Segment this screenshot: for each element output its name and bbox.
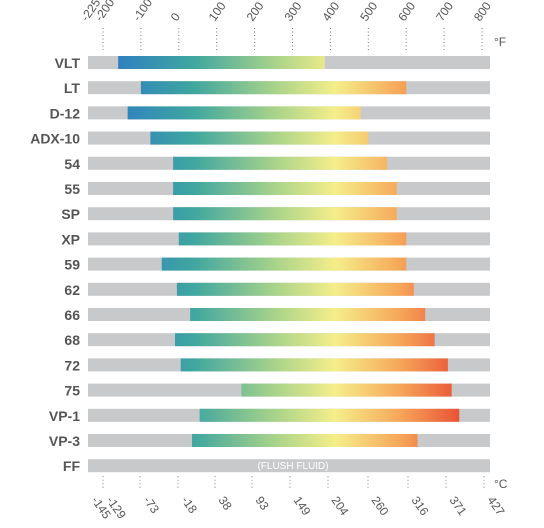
grade-row: XP <box>61 231 490 247</box>
grade-label: 55 <box>64 181 80 197</box>
operating-range-bar <box>127 106 361 120</box>
grade-label: FF <box>63 458 81 474</box>
celsius-tick-label: 316 <box>409 494 432 519</box>
grade-row: ADX-10 <box>30 131 490 147</box>
operating-range-bar <box>140 81 407 95</box>
operating-range-bar <box>190 308 426 321</box>
fahrenheit-tick-label: 600 <box>395 0 418 24</box>
grade-label: 72 <box>64 357 80 373</box>
grade-row: FF (FLUSH FLUID) <box>63 458 490 474</box>
grade-row: 54 <box>64 156 490 172</box>
celsius-tick-label: -73 <box>141 494 163 517</box>
fahrenheit-tick-label: 100 <box>206 0 229 24</box>
grade-label: 54 <box>64 156 80 172</box>
grade-row: 75 <box>64 383 490 399</box>
grade-label: 59 <box>64 257 80 273</box>
fahrenheit-tick-label: 200 <box>244 0 267 24</box>
range-track <box>88 459 490 473</box>
operating-range-bar <box>150 131 369 145</box>
grade-row: LT <box>64 80 490 96</box>
operating-range-bar <box>180 358 448 372</box>
operating-range-bar <box>199 408 460 422</box>
fahrenheit-tick-label: 0 <box>168 10 183 24</box>
grade-label: 68 <box>64 332 80 348</box>
grade-label: LT <box>64 80 81 96</box>
operating-range-bar <box>118 56 325 69</box>
grade-label: 62 <box>64 282 80 298</box>
operating-range-bar <box>178 232 407 246</box>
grade-label: SP <box>61 206 80 222</box>
fahrenheit-tick-label: 500 <box>357 0 380 24</box>
grade-label: VP-3 <box>49 433 80 449</box>
grade-rows: VLT LT D-12 ADX-10 54 55 SP XP 59 62 66 68 72 75 VP-1 V… <box>30 55 490 474</box>
grid-lines <box>102 28 485 490</box>
grade-row: VP-3 <box>49 433 490 449</box>
fahrenheit-tick-label: 800 <box>471 0 494 24</box>
grade-row: 68 <box>64 332 490 348</box>
grade-label: XP <box>61 231 80 247</box>
operating-range-bar <box>192 434 418 447</box>
grade-row: D-12 <box>50 105 490 121</box>
flush-fluid-label: (FLUSH FLUID) <box>257 461 328 472</box>
fahrenheit-tick-label: 300 <box>281 0 304 24</box>
celsius-tick-label: 93 <box>253 494 272 513</box>
operating-range-bar <box>173 207 397 221</box>
celsius-tick-label: 427 <box>485 494 508 519</box>
grade-row: 72 <box>64 357 490 373</box>
fahrenheit-axis: -225-200 -100 0 100 200 300 400 500 600 700 800 <box>78 0 494 24</box>
grade-label: VP-1 <box>49 408 80 424</box>
grade-row: 62 <box>64 282 490 298</box>
grade-row: VLT <box>55 55 490 71</box>
grade-row: 59 <box>64 257 490 273</box>
grade-row: VP-1 <box>49 408 490 424</box>
grade-row: 55 <box>64 181 490 197</box>
operating-range-bar <box>161 257 407 271</box>
celsius-tick-label: 371 <box>447 494 470 519</box>
operating-range-bar <box>176 282 414 296</box>
celsius-tick-label: 204 <box>329 494 352 519</box>
celsius-tick-label: 260 <box>369 494 392 519</box>
operating-range-bar <box>173 156 388 170</box>
grade-row: 66 <box>64 307 490 323</box>
grade-label: 66 <box>64 307 80 323</box>
grade-label: D-12 <box>50 105 81 121</box>
grade-label: VLT <box>55 55 81 71</box>
fahrenheit-unit-label: °F <box>494 35 506 49</box>
fahrenheit-tick-label: 700 <box>433 0 456 24</box>
fahrenheit-tick-label: 400 <box>319 0 342 24</box>
celsius-tick-label: 149 <box>291 494 314 519</box>
celsius-tick-label: -18 <box>179 494 201 517</box>
celsius-tick-label: 38 <box>216 494 235 513</box>
grade-label: ADX-10 <box>30 131 80 147</box>
celsius-axis: -145-129 -73 -18 38 93 149 204 260 316 371 427 <box>89 494 508 522</box>
fahrenheit-tick-label: -100 <box>130 0 155 24</box>
celsius-unit-label: °C <box>494 477 508 491</box>
grade-row: SP <box>61 206 490 222</box>
operating-range-bar <box>175 333 435 347</box>
grade-label: 75 <box>64 383 80 399</box>
operating-range-bar <box>241 383 452 397</box>
operating-range-bar <box>173 182 397 195</box>
